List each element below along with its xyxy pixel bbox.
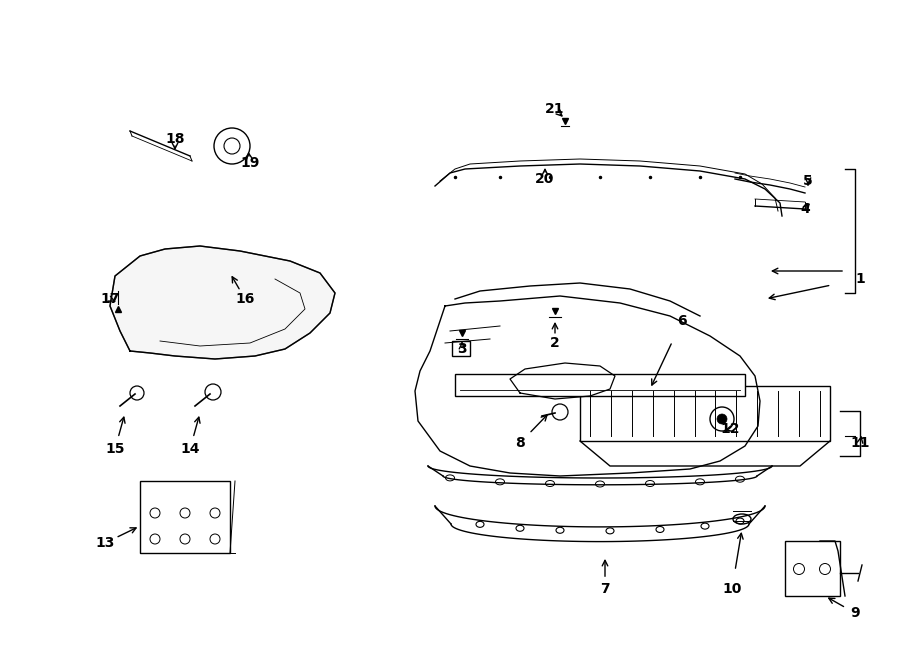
Text: 8: 8: [515, 436, 525, 450]
Text: 17: 17: [100, 292, 120, 306]
Text: 4: 4: [800, 202, 810, 216]
Text: 2: 2: [550, 336, 560, 350]
Text: 12: 12: [720, 422, 740, 436]
Text: 11: 11: [850, 436, 869, 450]
Text: 10: 10: [723, 582, 742, 596]
Text: 5: 5: [803, 174, 813, 188]
Text: 21: 21: [545, 102, 565, 116]
Text: 19: 19: [240, 156, 260, 170]
FancyBboxPatch shape: [580, 386, 830, 441]
Bar: [140, 481, 230, 553]
Circle shape: [717, 414, 727, 424]
Text: 20: 20: [536, 172, 554, 186]
FancyBboxPatch shape: [785, 541, 840, 596]
Text: 13: 13: [95, 536, 114, 550]
Text: 16: 16: [235, 292, 255, 306]
Text: 15: 15: [105, 442, 125, 456]
Bar: [455, 374, 745, 396]
Text: 7: 7: [600, 582, 610, 596]
Text: 9: 9: [850, 606, 860, 620]
Polygon shape: [110, 246, 335, 359]
Text: 14: 14: [180, 442, 200, 456]
Text: 3: 3: [457, 342, 467, 356]
Bar: [452, 341, 470, 356]
Text: 18: 18: [166, 132, 184, 146]
Text: 6: 6: [677, 314, 687, 328]
Text: 1: 1: [855, 272, 865, 286]
